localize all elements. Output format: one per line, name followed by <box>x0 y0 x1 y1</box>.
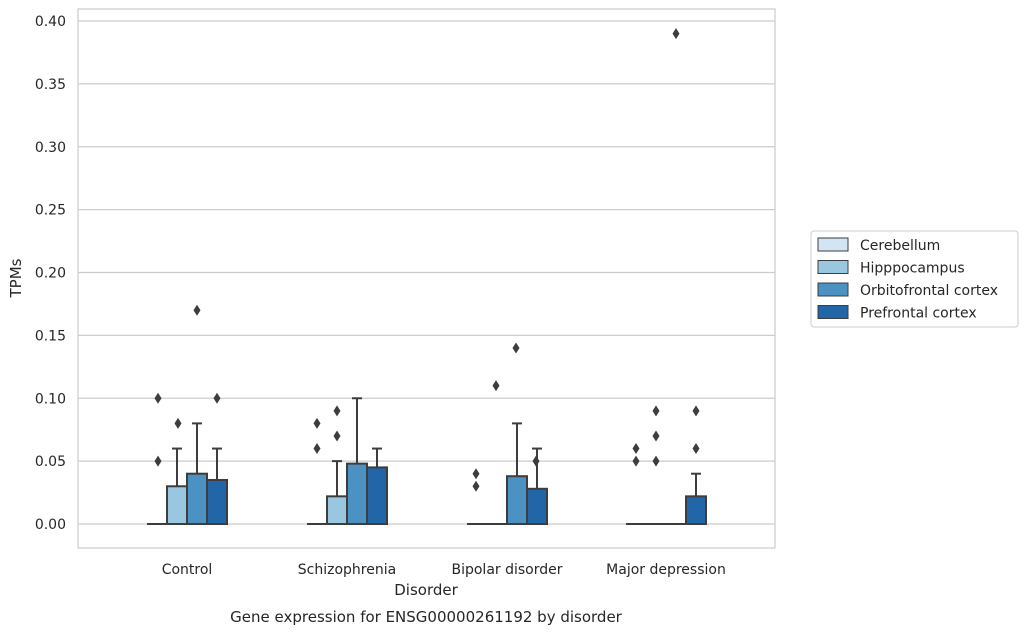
outlier-point <box>154 392 162 404</box>
outlier-point <box>512 342 520 354</box>
outlier-point <box>313 417 321 429</box>
legend-frame <box>810 230 1019 328</box>
box <box>166 485 188 525</box>
y-tick-label: 0.40 <box>35 14 66 30</box>
box <box>685 495 707 525</box>
legend-swatch <box>817 260 849 274</box>
box <box>326 495 348 525</box>
x-tick-label: Major depression <box>606 562 726 578</box>
outlier-point <box>313 443 321 455</box>
outlier-point <box>632 443 640 455</box>
y-tick-labels: 0.00 0.05 0.10 0.15 0.20 0.25 0.30 0.35 0.40 <box>35 14 66 533</box>
outlier-point <box>652 455 660 467</box>
outlier-point <box>672 28 680 40</box>
x-tick-label: Control <box>162 562 213 578</box>
x-axis-title: Disorder <box>394 581 458 599</box>
outlier-point <box>154 455 162 467</box>
outlier-point <box>213 392 221 404</box>
box <box>526 487 548 526</box>
y-axis-title: TPMs <box>7 258 25 298</box>
x-tick-label: Bipolar disorder <box>451 562 562 578</box>
y-tick-label: 0.00 <box>35 517 66 533</box>
legend-label: Cerebellum <box>860 238 940 254</box>
y-tick-label: 0.15 <box>35 328 66 344</box>
legend-swatch <box>817 305 849 319</box>
y-tick-label: 0.10 <box>35 391 66 407</box>
outlier-point <box>193 304 201 316</box>
y-tick-label: 0.25 <box>35 203 66 219</box>
outlier-point <box>333 405 341 417</box>
outlier-point <box>174 417 182 429</box>
box-plots <box>147 28 707 526</box>
outlier-point <box>632 455 640 467</box>
legend: Cerebellum Hipppocampus Orbitofrontal cort… <box>810 230 1019 328</box>
outlier-point <box>333 430 341 442</box>
outlier-point <box>492 380 500 392</box>
y-tick-label: 0.30 <box>35 140 66 156</box>
box <box>346 462 368 526</box>
y-tick-label: 0.35 <box>35 77 66 93</box>
x-tick-labels: Control Schizophrenia Bipolar disorder Majo… <box>162 562 726 578</box>
box <box>506 475 528 525</box>
box <box>186 472 208 526</box>
chart-title: Gene expression for ENSG00000261192 by d… <box>230 608 623 626</box>
legend-swatch <box>817 237 849 252</box>
legend-swatch <box>817 282 849 297</box>
plot-frame <box>77 8 776 549</box>
x-tick-label: Schizophrenia <box>298 562 396 578</box>
y-tick-label: 0.05 <box>35 454 66 470</box>
outlier-point <box>652 405 660 417</box>
outlier-point <box>532 455 540 467</box>
legend-label: Prefrontal cortex <box>860 306 977 322</box>
outlier-point <box>472 468 480 480</box>
outlier-point <box>472 480 480 492</box>
legend-label: Orbitofrontal cortex <box>860 283 998 299</box>
outlier-point <box>652 430 660 442</box>
outlier-point <box>692 405 700 417</box>
gridlines <box>78 20 775 525</box>
legend-label: Hipppocampus <box>860 261 965 277</box>
box <box>206 478 228 525</box>
outlier-point <box>692 443 700 455</box>
box <box>366 466 388 526</box>
y-tick-label: 0.20 <box>35 266 66 282</box>
